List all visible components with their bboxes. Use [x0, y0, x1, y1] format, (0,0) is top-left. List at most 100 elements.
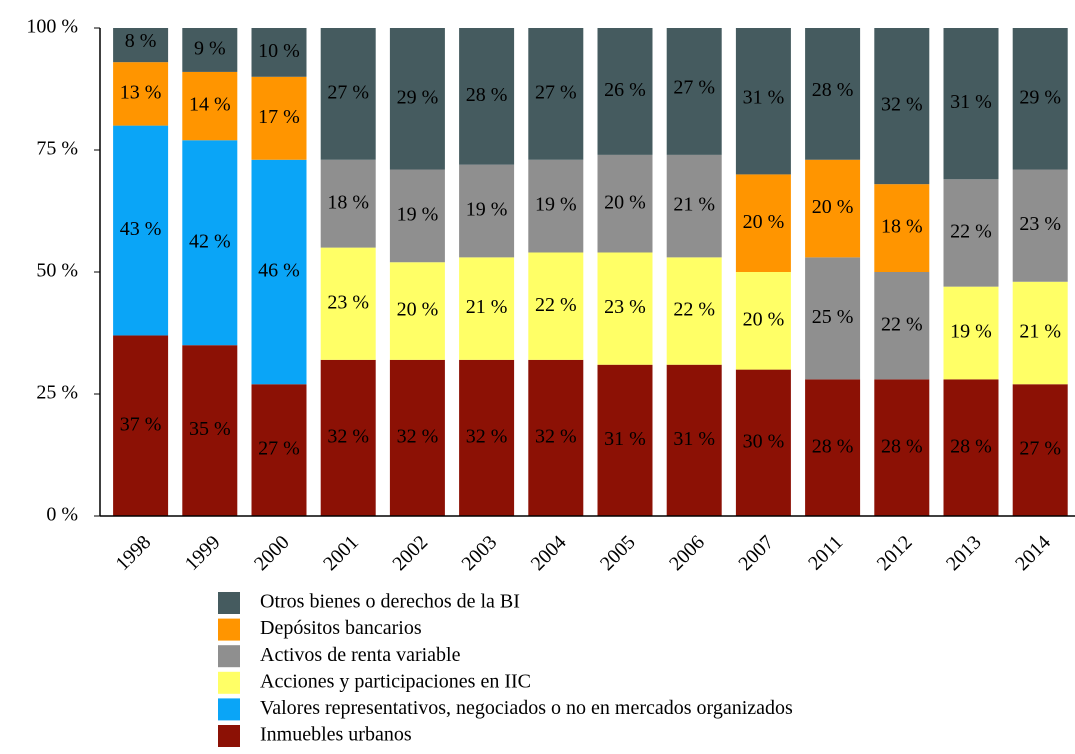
bar-segment [874, 28, 930, 185]
bar-segment [735, 28, 791, 175]
legend-swatch [218, 618, 240, 641]
bar-segment [666, 154, 722, 258]
y-tick-label: 100 % [26, 16, 78, 38]
data-label: 32 % [397, 426, 439, 448]
bar-segment [113, 62, 169, 126]
bar-segment [320, 247, 376, 360]
bar-segment [805, 28, 861, 160]
legend-label: Activos de renta variable [260, 644, 461, 666]
x-tick-label: 2004 [527, 531, 571, 575]
data-label: 28 % [466, 84, 508, 106]
bar-segment [528, 28, 584, 160]
data-label: 42 % [189, 230, 231, 252]
bar-segment [320, 159, 376, 248]
x-tick-label: 2013 [942, 531, 986, 575]
legend-swatch [218, 592, 240, 614]
data-label: 19 % [466, 199, 508, 221]
x-tick-label: 2001 [319, 531, 363, 575]
data-label: 13 % [120, 81, 162, 103]
bar-segment [182, 140, 238, 346]
bar-segment [251, 28, 307, 77]
data-label: 28 % [881, 435, 923, 457]
bar-segment [666, 28, 722, 155]
bar-segment [943, 286, 999, 380]
bar-segment [528, 359, 584, 516]
data-label: 37 % [120, 413, 162, 435]
data-label: 10 % [258, 40, 300, 62]
data-label: 23 % [1019, 213, 1061, 235]
bar-segment [251, 384, 307, 516]
data-label: 21 % [466, 296, 508, 318]
data-label: 27 % [673, 77, 715, 99]
bar-segment [251, 76, 307, 160]
data-label: 20 % [743, 308, 785, 330]
bar-segment [874, 379, 930, 516]
data-label: 9 % [194, 38, 226, 60]
y-tick-label: 0 % [46, 504, 78, 526]
bar-segment [805, 257, 861, 380]
data-label: 28 % [812, 435, 854, 457]
legend-label: Valores representativos, negociados o no… [260, 697, 793, 719]
x-tick-label: 2002 [388, 531, 432, 575]
x-tick-label: 2007 [734, 531, 778, 575]
bar-segment [113, 125, 169, 336]
data-label: 22 % [950, 221, 992, 243]
bar-segment [459, 28, 515, 165]
plot-area [113, 28, 1068, 516]
data-label: 29 % [1019, 86, 1061, 108]
data-label: 31 % [604, 428, 646, 450]
bar-segment [943, 179, 999, 287]
bar-segment [459, 164, 515, 258]
bar-segment [666, 257, 722, 365]
data-label: 8 % [125, 30, 157, 52]
bar-segment [1012, 384, 1068, 516]
bar-segment [597, 28, 653, 155]
data-label: 27 % [258, 438, 300, 460]
data-label: 32 % [466, 426, 508, 448]
data-label: 43 % [120, 218, 162, 240]
legend-label: Inmuebles urbanos [260, 724, 412, 746]
bar-segment [459, 257, 515, 360]
data-label: 19 % [397, 203, 439, 225]
bar-segment [389, 169, 445, 263]
y-tick-label: 50 % [36, 260, 78, 282]
bar-segment [874, 184, 930, 272]
data-label: 21 % [673, 194, 715, 216]
bar-segment [251, 159, 307, 385]
data-label: 28 % [950, 435, 992, 457]
bar-segment [459, 359, 515, 516]
data-label: 32 % [535, 426, 577, 448]
bar-segment [943, 28, 999, 180]
bar-segment [597, 364, 653, 516]
data-label: 20 % [397, 299, 439, 321]
x-tick-label: 2014 [1011, 531, 1055, 575]
bar-segment [943, 379, 999, 516]
x-tick-label: 2000 [250, 531, 294, 575]
bar-segment [320, 359, 376, 516]
bar-segment [666, 364, 722, 516]
legend-label: Otros bienes o derechos de la BI [260, 591, 520, 613]
bar-segment [805, 159, 861, 258]
data-label: 18 % [881, 216, 923, 238]
bar-segment [597, 154, 653, 253]
bar-segment [182, 345, 238, 516]
data-label: 20 % [604, 191, 646, 213]
data-label: 35 % [189, 418, 231, 440]
bar-segment [528, 252, 584, 360]
data-label: 20 % [812, 196, 854, 218]
data-label: 32 % [327, 426, 369, 448]
legend-swatch [218, 698, 240, 721]
data-label: 31 % [950, 91, 992, 113]
bar-segment [1012, 28, 1068, 170]
data-label: 18 % [327, 191, 369, 213]
data-label: 23 % [327, 291, 369, 313]
data-label: 22 % [673, 299, 715, 321]
bar-segment [597, 252, 653, 365]
bar-segment [113, 335, 169, 516]
y-tick-label: 75 % [36, 138, 78, 160]
bar-segment [735, 369, 791, 516]
data-label: 31 % [673, 428, 715, 450]
legend-label: Acciones y participaciones en IIC [260, 670, 531, 692]
data-label: 31 % [743, 86, 785, 108]
